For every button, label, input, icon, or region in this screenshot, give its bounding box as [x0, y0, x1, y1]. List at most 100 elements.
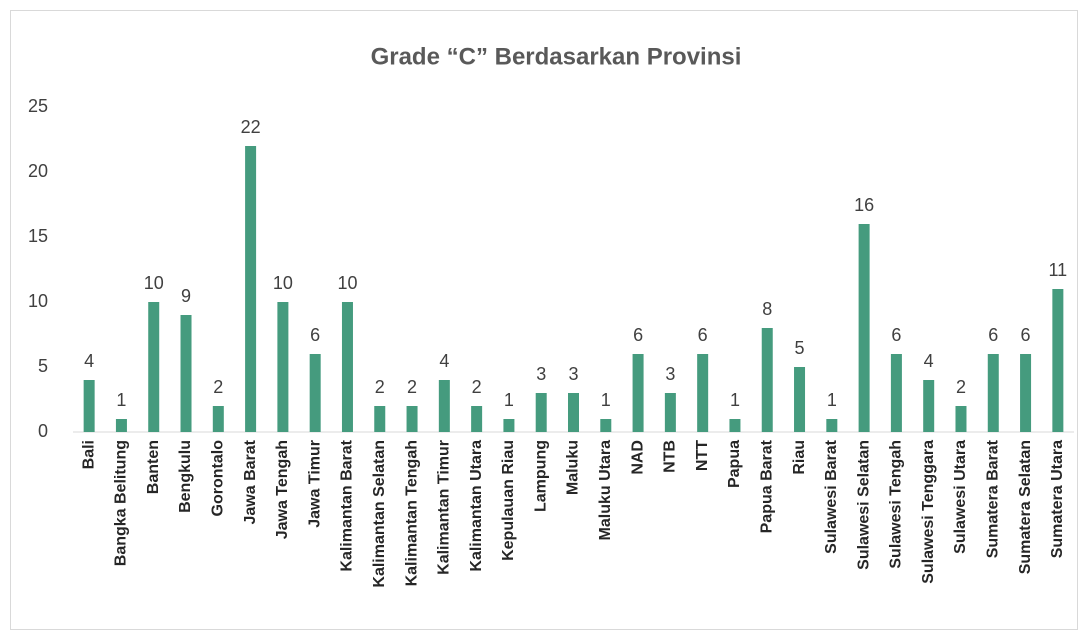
- y-tick-label: 10: [28, 291, 48, 311]
- x-tick-label: Sulawesi Selatan: [855, 440, 872, 570]
- data-label: 6: [1021, 325, 1031, 345]
- bar: [858, 224, 870, 432]
- bar: [697, 354, 709, 432]
- x-tick-label: Papua: [726, 440, 743, 488]
- x-tick-label: Papua Barat: [758, 439, 775, 533]
- bar: [374, 406, 386, 432]
- x-tick-label: Jawa Tengah: [274, 440, 291, 539]
- data-label: 2: [375, 377, 385, 397]
- x-tick-label: Jawa Timur: [306, 440, 323, 528]
- bar: [955, 406, 967, 432]
- x-tick-label: Bali: [80, 440, 97, 469]
- data-label: 8: [762, 299, 772, 319]
- data-label: 10: [273, 273, 293, 293]
- x-tick-label: Kalimantan Utara: [468, 440, 485, 572]
- data-label: 4: [924, 351, 934, 371]
- data-label: 6: [698, 325, 708, 345]
- x-tick-label: Gorontalo: [210, 440, 227, 517]
- x-tick-label: Sumatera Selatan: [1017, 440, 1034, 574]
- bar: [148, 302, 160, 432]
- data-label: 2: [956, 377, 966, 397]
- x-tick-label: Jawa Barat: [242, 439, 259, 524]
- x-tick-label: NTB: [662, 440, 679, 473]
- bar: [1052, 289, 1064, 432]
- bar: [826, 419, 838, 432]
- x-tick-label: Sumatera Utara: [1049, 440, 1066, 558]
- bar: [341, 302, 353, 432]
- x-tick-label: Bangka Belitung: [113, 440, 130, 566]
- x-tick-label: Banten: [145, 440, 162, 494]
- bar: [890, 354, 902, 432]
- data-label: 6: [891, 325, 901, 345]
- bar: [180, 315, 192, 432]
- x-tick-label: Kalimantan Selatan: [371, 440, 388, 588]
- x-tick-label: Kepulauan Riau: [500, 440, 517, 561]
- data-label: 1: [504, 390, 514, 410]
- data-label: 2: [407, 377, 417, 397]
- x-tick-label: Sulawesi Barat: [823, 439, 840, 554]
- y-tick-label: 25: [28, 96, 48, 116]
- bar: [632, 354, 644, 432]
- data-label: 16: [854, 195, 874, 215]
- bar: [212, 406, 224, 432]
- bar: [664, 393, 676, 432]
- data-label: 2: [472, 377, 482, 397]
- x-tick-label: Sulawesi Utara: [952, 440, 969, 554]
- x-tick-label: Kalimantan Barat: [339, 439, 356, 571]
- data-label: 22: [241, 117, 261, 137]
- bar: [535, 393, 547, 432]
- chart-border: [10, 10, 1078, 630]
- x-tick-label: Sumatera Barat: [984, 439, 1001, 558]
- bar: [471, 406, 483, 432]
- x-tick-label: Lampung: [532, 440, 549, 512]
- x-tick-label: NAD: [629, 440, 646, 475]
- bar: [277, 302, 289, 432]
- bar: [761, 328, 773, 432]
- bar: [115, 419, 127, 432]
- data-label: 6: [988, 325, 998, 345]
- chart-title: Grade “C” Berdasarkan Provinsi: [371, 43, 742, 70]
- x-tick-label: Sulawesi Tengah: [888, 440, 905, 569]
- x-tick-label: Kalimantan Tengah: [403, 440, 420, 586]
- bar: [923, 380, 935, 432]
- data-label: 3: [568, 364, 578, 384]
- x-tick-label: Bengkulu: [177, 440, 194, 513]
- bar: [987, 354, 999, 432]
- y-tick-label: 20: [28, 161, 48, 181]
- data-label: 1: [730, 390, 740, 410]
- x-tick-label: Maluku: [565, 440, 582, 495]
- data-label: 11: [1049, 260, 1068, 280]
- y-tick-label: 5: [38, 356, 48, 376]
- data-label: 1: [601, 390, 611, 410]
- data-label: 9: [181, 286, 191, 306]
- y-tick-label: 15: [28, 226, 48, 246]
- data-label: 4: [439, 351, 449, 371]
- bar: [438, 380, 450, 432]
- data-label: 10: [337, 273, 357, 293]
- x-tick-label: NTT: [694, 440, 711, 471]
- x-tick-label: Maluku Utara: [597, 440, 614, 541]
- data-label: 6: [633, 325, 643, 345]
- bar: [309, 354, 321, 432]
- data-label: 4: [84, 351, 94, 371]
- x-tick-label: Sulawesi Tenggara: [920, 440, 937, 584]
- bar: [600, 419, 612, 432]
- bar: [729, 419, 741, 432]
- bar: [1020, 354, 1032, 432]
- bar: [83, 380, 95, 432]
- data-label: 10: [144, 273, 164, 293]
- data-label: 1: [116, 390, 126, 410]
- data-label: 3: [665, 364, 675, 384]
- data-label: 5: [795, 338, 805, 358]
- x-tick-label: Riau: [791, 440, 808, 475]
- data-label: 3: [536, 364, 546, 384]
- bar: [568, 393, 579, 432]
- y-tick-label: 0: [38, 421, 48, 441]
- bar: [794, 367, 806, 432]
- bar: [503, 419, 515, 432]
- x-tick-label: Kalimantan Timur: [436, 440, 453, 575]
- data-label: 2: [213, 377, 223, 397]
- data-label: 1: [827, 390, 837, 410]
